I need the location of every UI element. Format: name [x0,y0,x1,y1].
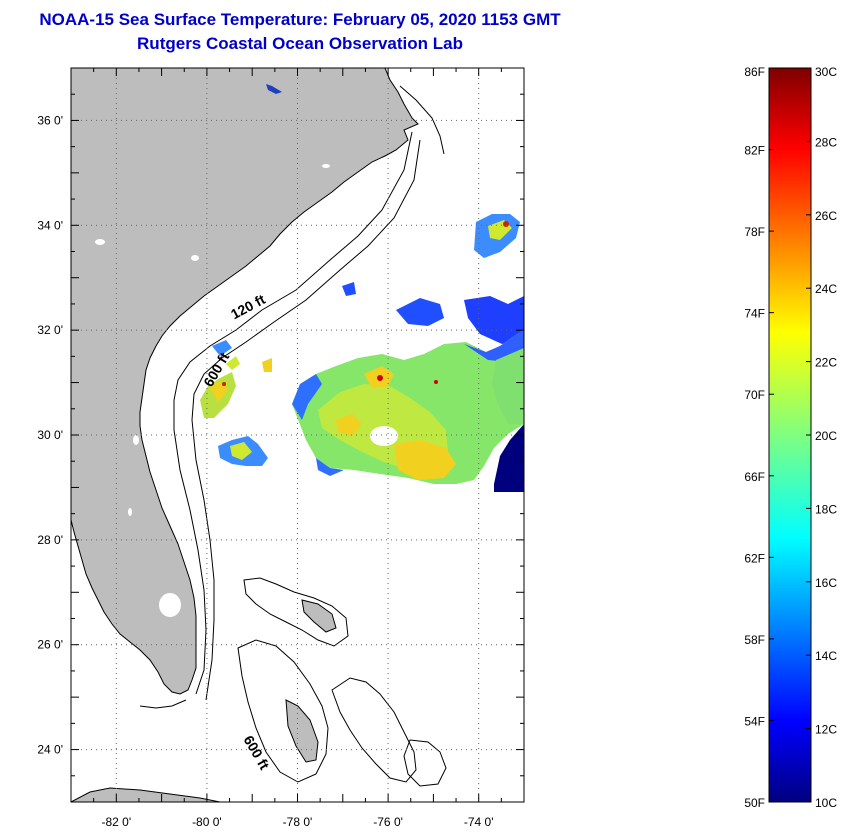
bahamas-bank [403,739,447,787]
colorbar-f-label: 82F [744,144,765,158]
lat-tick-label: 24 0' [37,743,63,757]
mainland-us [71,68,419,695]
colorbar-c-label: 10C [815,796,837,810]
lat-tick-label: 30 0' [37,428,63,442]
lon-tick-label: -78 0' [283,815,313,829]
graticule [71,68,524,802]
inland-water [128,508,132,516]
bahamas-island [301,599,337,633]
cuba-coast [71,787,221,802]
colorbar-scale [768,67,812,803]
inland-water [133,435,139,445]
florida-keys [139,699,187,709]
colorbar-c-label: 28C [815,135,837,149]
colorbar-c-label: 22C [815,356,837,370]
longitude-labels: -82 0' -80 0' -78 0' -76 0' -74 0' [101,815,493,829]
colorbar-ticks [769,67,811,803]
isobath-120ft [173,131,413,695]
sst-data [200,214,524,492]
colorbar-fahrenheit-labels: 86F 82F 78F 74F 70F 66F 62F 58F 54F 50F [744,65,765,810]
colorbar-c-label: 26C [815,209,837,223]
colorbar-c-label: 16C [815,576,837,590]
colorbar-f-label: 70F [744,388,765,402]
bahamas-island [285,699,319,763]
axis-ticks [70,67,525,803]
colorbar-f-label: 78F [744,225,765,239]
map-title: NOAA-15 Sea Surface Temperature: Februar… [39,10,561,29]
lon-tick-label: -80 0' [192,815,222,829]
colorbar-f-label: 58F [744,633,765,647]
lon-tick-label: -76 0' [373,815,403,829]
colorbar-f-label: 66F [744,470,765,484]
colorbar-c-label: 24C [815,282,837,296]
colorbar-f-label: 86F [744,65,765,79]
lat-tick-label: 36 0' [37,113,63,127]
inland-water [95,239,105,245]
lake-okeechobee [159,593,181,617]
colorbar-celsius-labels: 30C 28C 26C 24C 22C 20C 18C 16C 14C 12C 10C [815,65,837,810]
lat-tick-label: 34 0' [37,218,63,232]
colorbar-c-label: 20C [815,429,837,443]
lon-tick-label: -74 0' [464,815,494,829]
lat-tick-label: 32 0' [37,323,63,337]
colorbar-c-label: 30C [815,65,837,79]
colorbar-f-label: 54F [744,714,765,728]
latitude-labels: 24 0' 26 0' 28 0' 30 0' 32 0' 34 0' 36 0' [37,113,63,756]
lat-tick-label: 26 0' [37,638,63,652]
map-subtitle: Rutgers Coastal Ocean Observation Lab [137,34,463,53]
inland-water [191,255,199,261]
lon-tick-label: -82 0' [101,815,131,829]
colorbar-c-label: 14C [815,649,837,663]
isobath-600ft [191,139,421,701]
inland-lake [266,84,282,94]
colorbar-f-label: 62F [744,551,765,565]
bahamas-bank [237,639,329,783]
shoal-contour [399,85,445,155]
bahamas-bank [331,677,417,783]
colorbar-f-label: 50F [744,796,765,810]
inland-water [322,164,330,168]
lat-tick-label: 28 0' [37,533,63,547]
bahamas-bank [243,577,349,647]
colorbar-c-label: 12C [815,723,837,737]
colorbar-f-label: 74F [744,307,765,321]
colorbar-c-label: 18C [815,502,837,516]
